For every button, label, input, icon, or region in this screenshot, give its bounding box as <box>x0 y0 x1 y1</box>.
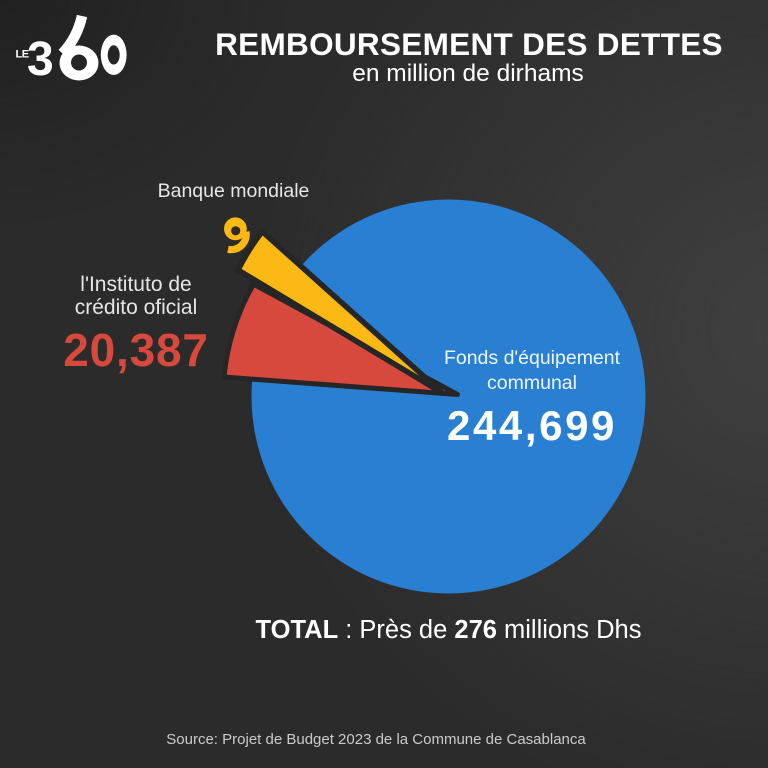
svg-text:LE: LE <box>16 49 29 61</box>
svg-text:3: 3 <box>27 33 54 86</box>
